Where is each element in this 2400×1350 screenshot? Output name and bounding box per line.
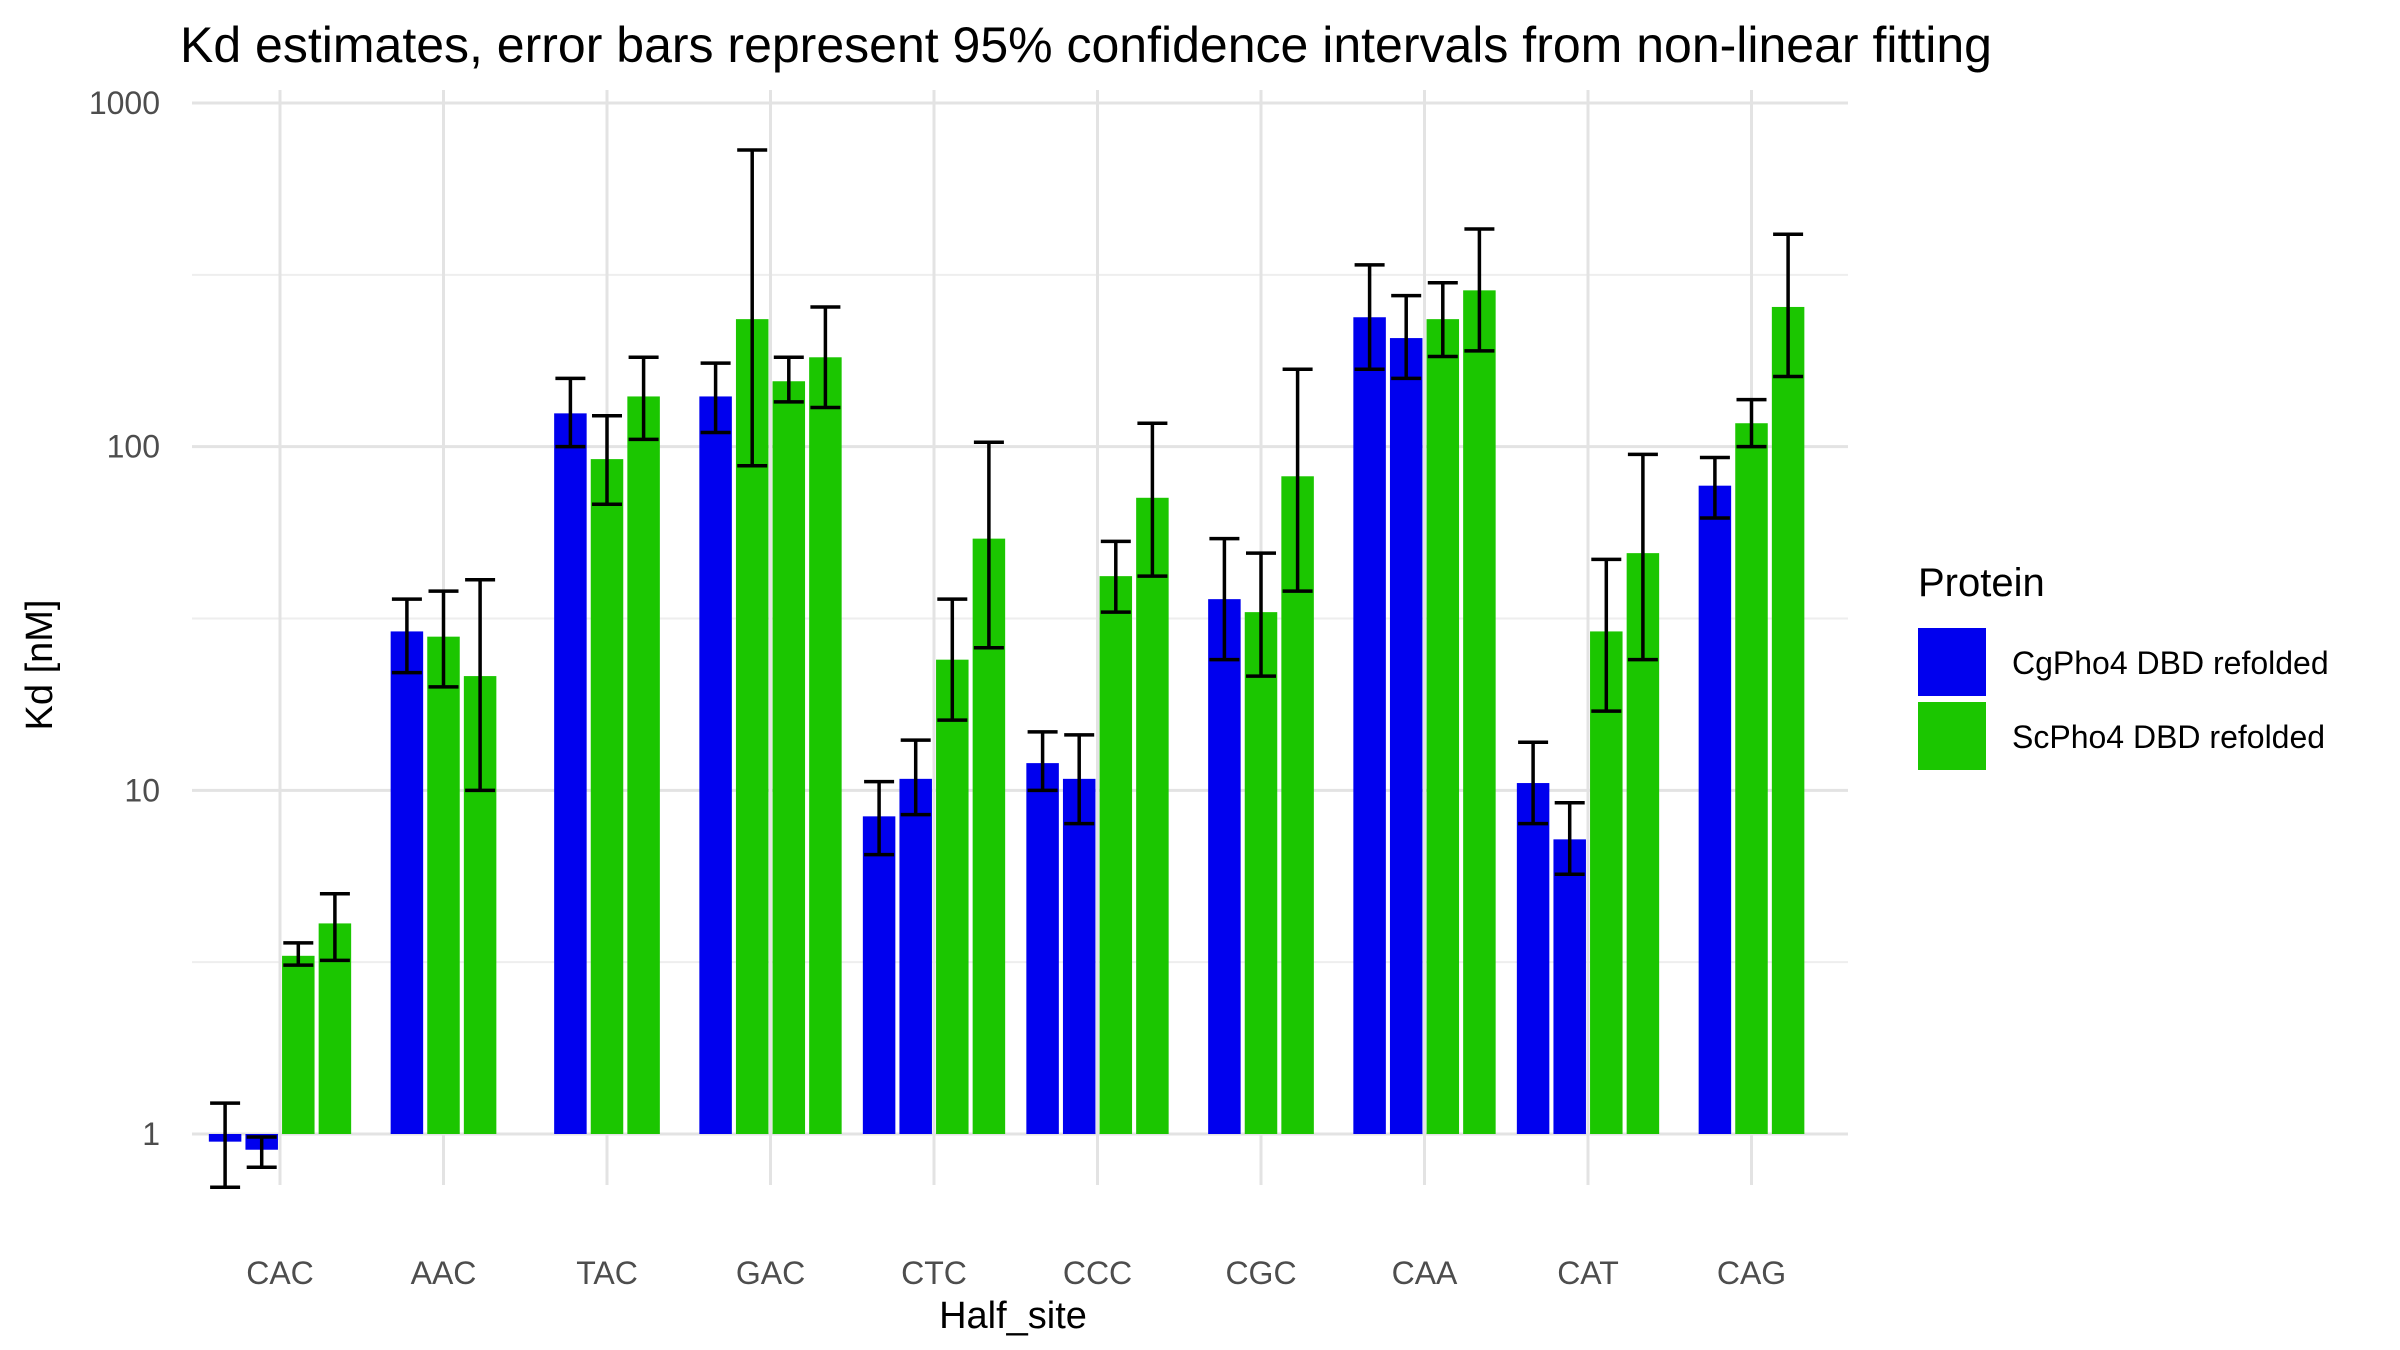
- bar-cag: [1735, 423, 1768, 1134]
- chart-title: Kd estimates, error bars represent 95% c…: [180, 17, 1992, 73]
- bar-ctc: [862, 816, 896, 1134]
- bar-gac: [772, 381, 806, 1135]
- y-tick-label: 100: [107, 429, 160, 465]
- bar-aac: [427, 636, 460, 1134]
- bar-ccc: [1136, 497, 1169, 1135]
- x-tick-label: AAC: [411, 1255, 477, 1291]
- x-axis-ticks: CAC AAC TAC GAC CTC CCC CGC CAA CAT CAG: [246, 1255, 1786, 1291]
- bar-cgc: [1208, 599, 1241, 1134]
- x-tick-label: CGC: [1225, 1255, 1296, 1291]
- x-tick-label: CTC: [901, 1255, 967, 1291]
- y-axis-ticks: 1 10 100 1000: [89, 85, 160, 1152]
- legend-swatch-cgpho4: [1918, 628, 1986, 696]
- bar-cat: [1516, 783, 1550, 1134]
- bar-aac: [390, 631, 424, 1134]
- bar-tac: [554, 413, 587, 1134]
- errorbar-layer: [210, 148, 1804, 1189]
- bar-ctc: [899, 778, 932, 1134]
- bar-caa: [1426, 319, 1460, 1134]
- bar-cag: [1771, 306, 1805, 1134]
- bar-cag: [1698, 485, 1732, 1134]
- x-tick-label: GAC: [736, 1255, 805, 1291]
- y-axis-title: Kd [nM]: [19, 600, 61, 731]
- bar-layer: [208, 290, 1805, 1150]
- bar-ccc: [1099, 576, 1133, 1134]
- x-tick-label: TAC: [576, 1255, 638, 1291]
- x-tick-label: CCC: [1063, 1255, 1132, 1291]
- bar-caa: [1463, 290, 1496, 1134]
- x-tick-label: CAG: [1717, 1255, 1786, 1291]
- legend-label-cgpho4: CgPho4 DBD refolded: [2012, 645, 2329, 681]
- x-axis-title: Half_site: [939, 1295, 1087, 1337]
- y-tick-label: 1000: [89, 85, 160, 121]
- bar-ctc: [936, 659, 969, 1134]
- legend-label-scpho4: ScPho4 DBD refolded: [2012, 719, 2325, 755]
- bar-tac: [590, 459, 624, 1134]
- x-tick-label: CAA: [1392, 1255, 1458, 1291]
- legend: Protein CgPho4 DBD refolded ScPho4 DBD r…: [1918, 561, 2329, 770]
- bar-ccc: [1062, 778, 1096, 1134]
- legend-swatch-scpho4: [1918, 702, 1986, 770]
- x-tick-label: CAC: [246, 1255, 314, 1291]
- bar-caa: [1389, 338, 1423, 1134]
- bar-gac: [699, 396, 732, 1134]
- bar-gac: [809, 357, 842, 1134]
- y-tick-label: 1: [142, 1116, 160, 1152]
- bar-cac: [282, 955, 315, 1134]
- y-tick-label: 10: [124, 772, 160, 808]
- bar-cat: [1590, 631, 1623, 1134]
- bar-ccc: [1026, 763, 1059, 1134]
- legend-title: Protein: [1918, 561, 2045, 605]
- bar-cgc: [1244, 612, 1278, 1134]
- bar-caa: [1353, 317, 1386, 1134]
- bar-cat: [1553, 839, 1586, 1134]
- x-tick-label: CAT: [1557, 1255, 1619, 1291]
- bar-tac: [627, 396, 660, 1134]
